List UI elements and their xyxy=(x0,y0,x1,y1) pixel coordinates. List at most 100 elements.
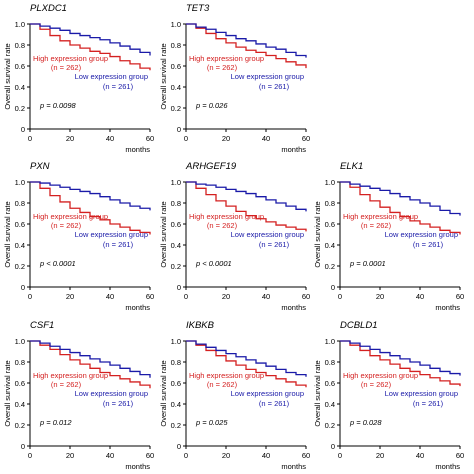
panel-title: ARHGEF19 xyxy=(185,161,237,172)
y-tick-label: 0 xyxy=(21,442,25,451)
panel-title: ELK1 xyxy=(340,161,363,172)
p-value: p = 0.0098 xyxy=(39,101,76,110)
high-expression-curve xyxy=(186,181,307,232)
low-group-label: Low expression group xyxy=(75,389,148,398)
low-group-n: (n = 261) xyxy=(259,399,290,408)
y-axis-label: Overall survival rate xyxy=(159,43,168,109)
panel-title: PXN xyxy=(30,161,50,172)
low-expression-curve xyxy=(30,181,151,211)
y-tick-label: 0.4 xyxy=(15,83,25,92)
y-tick-label: 0 xyxy=(177,283,181,292)
low-group-label: Low expression group xyxy=(385,389,458,398)
p-value: p = 0.012 xyxy=(39,418,72,427)
y-tick-label: 0.8 xyxy=(15,199,25,208)
y-tick-label: 0.8 xyxy=(325,199,335,208)
high-group-label: High expression group xyxy=(189,54,264,63)
y-tick-label: 0.8 xyxy=(171,199,181,208)
p-value: p < 0.0001 xyxy=(195,259,232,268)
low-group-label: Low expression group xyxy=(231,389,304,398)
high-group-label: High expression group xyxy=(189,371,264,380)
y-axis-label: Overall survival rate xyxy=(3,360,12,426)
high-expression-curve xyxy=(30,23,151,71)
panel-title: IKBKB xyxy=(186,320,215,331)
x-tick-label: 60 xyxy=(146,451,154,460)
p-value: p = 0.0001 xyxy=(349,259,386,268)
y-tick-label: 0.8 xyxy=(325,358,335,367)
x-tick-label: 60 xyxy=(302,292,310,301)
x-tick-label: 40 xyxy=(106,451,114,460)
high-group-label: High expression group xyxy=(343,212,418,221)
x-axis-label: months xyxy=(435,462,460,471)
low-expression-curve xyxy=(340,340,461,376)
low-group-label: Low expression group xyxy=(75,72,148,81)
high-expression-curve xyxy=(30,340,151,389)
high-group-n: (n = 262) xyxy=(361,221,392,230)
y-tick-label: 0.6 xyxy=(325,379,335,388)
y-tick-label: 1.0 xyxy=(171,178,181,187)
y-tick-label: 0.4 xyxy=(171,241,181,250)
y-tick-label: 0.4 xyxy=(15,241,25,250)
km-panel-tet3: TET3 0 0.2 0.4 0.6 0.8 1.0 0 20 40 60 months Overall… xyxy=(159,3,310,154)
low-group-n: (n = 261) xyxy=(259,82,290,91)
p-value: p = 0.028 xyxy=(349,418,382,427)
y-tick-label: 0.2 xyxy=(15,104,25,113)
x-tick-label: 20 xyxy=(222,134,230,143)
low-expression-curve xyxy=(30,23,151,56)
y-tick-label: 0.6 xyxy=(171,220,181,229)
low-group-label: Low expression group xyxy=(75,230,148,239)
y-tick-label: 0.6 xyxy=(325,220,335,229)
high-group-n: (n = 262) xyxy=(51,63,82,72)
x-tick-label: 40 xyxy=(262,134,270,143)
high-expression-curve xyxy=(340,340,461,387)
km-panel-csf1: CSF1 0 0.2 0.4 0.6 0.8 1.0 0 20 40 60 months Overall… xyxy=(3,320,154,471)
x-axis-label: months xyxy=(125,145,150,154)
x-axis-label: months xyxy=(281,145,306,154)
x-tick-label: 0 xyxy=(28,292,32,301)
x-axis-label: months xyxy=(281,462,306,471)
panel-title: TET3 xyxy=(186,3,210,14)
low-group-n: (n = 261) xyxy=(413,240,444,249)
low-group-label: Low expression group xyxy=(231,72,304,81)
x-tick-label: 0 xyxy=(28,134,32,143)
y-tick-label: 0.2 xyxy=(325,421,335,430)
high-expression-curve xyxy=(340,181,461,235)
y-axis-label: Overall survival rate xyxy=(313,201,322,267)
low-group-n: (n = 261) xyxy=(413,399,444,408)
x-tick-label: 20 xyxy=(376,451,384,460)
x-tick-label: 20 xyxy=(66,292,74,301)
low-group-n: (n = 261) xyxy=(103,82,134,91)
y-tick-label: 0 xyxy=(177,442,181,451)
y-tick-label: 0.2 xyxy=(15,421,25,430)
low-group-n: (n = 261) xyxy=(103,399,134,408)
y-tick-label: 0.4 xyxy=(171,400,181,409)
low-expression-curve xyxy=(186,181,307,212)
x-tick-label: 20 xyxy=(376,292,384,301)
x-tick-label: 0 xyxy=(28,451,32,460)
x-tick-label: 40 xyxy=(416,292,424,301)
y-tick-label: 1.0 xyxy=(325,337,335,346)
x-tick-label: 60 xyxy=(456,451,464,460)
x-tick-label: 60 xyxy=(302,134,310,143)
x-axis-label: months xyxy=(435,303,460,312)
high-group-label: High expression group xyxy=(343,371,418,380)
low-expression-curve xyxy=(186,340,307,377)
high-group-label: High expression group xyxy=(33,54,108,63)
high-group-n: (n = 262) xyxy=(51,380,82,389)
km-panel-dcbld1: DCBLD1 0 0.2 0.4 0.6 0.8 1.0 0 20 40 60 months Overa… xyxy=(313,320,464,471)
y-tick-label: 0.4 xyxy=(325,241,335,250)
panel-title: PLXDC1 xyxy=(30,3,67,14)
y-tick-label: 0 xyxy=(331,442,335,451)
y-tick-label: 0.4 xyxy=(15,400,25,409)
x-tick-label: 0 xyxy=(338,451,342,460)
y-axis-label: Overall survival rate xyxy=(159,360,168,426)
y-tick-label: 0.2 xyxy=(171,104,181,113)
x-tick-label: 20 xyxy=(222,451,230,460)
high-group-n: (n = 262) xyxy=(207,63,238,72)
y-tick-label: 0.6 xyxy=(171,62,181,71)
y-axis-label: Overall survival rate xyxy=(159,201,168,267)
high-group-label: High expression group xyxy=(189,212,264,221)
low-expression-curve xyxy=(340,181,461,216)
y-tick-label: 1.0 xyxy=(171,20,181,29)
x-axis-label: months xyxy=(125,303,150,312)
y-tick-label: 0 xyxy=(21,125,25,134)
